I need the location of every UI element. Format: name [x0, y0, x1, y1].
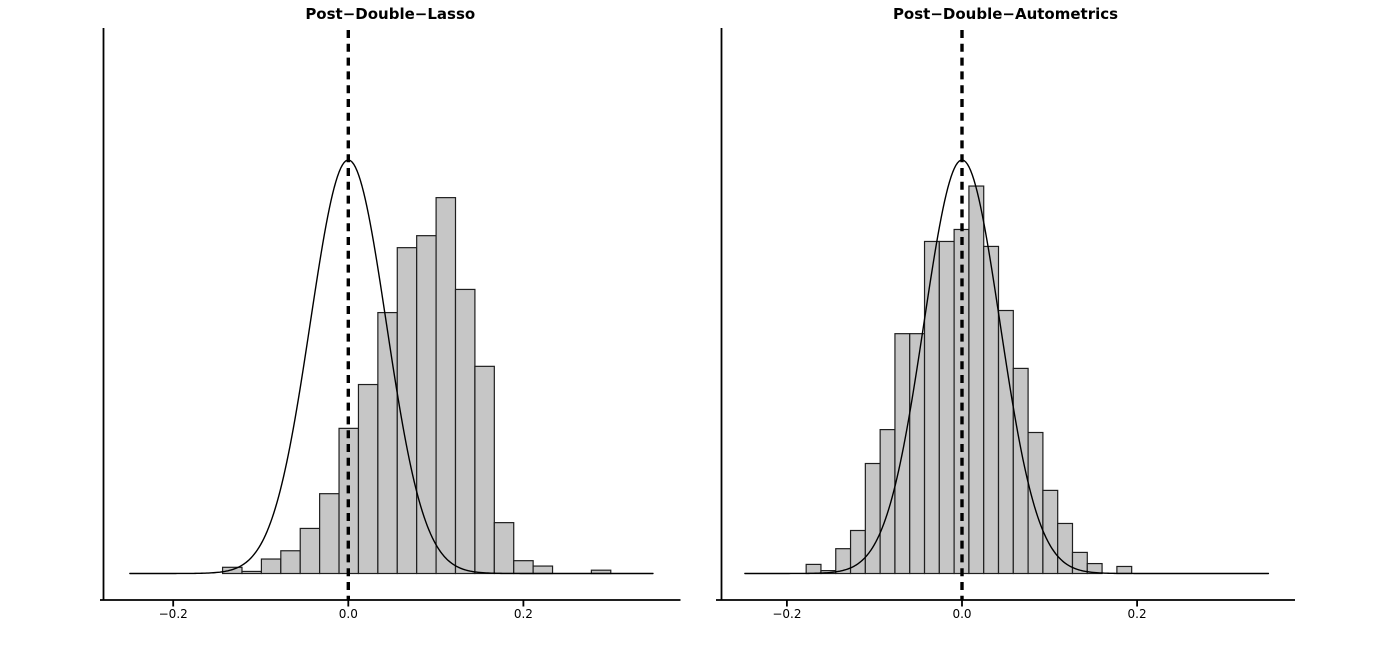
histogram-bar — [435, 197, 457, 575]
density-curve — [744, 159, 1270, 575]
x-tick-label: 0.2 — [1128, 607, 1147, 621]
histogram-bar — [260, 558, 282, 575]
histogram-bar — [532, 565, 554, 575]
x-tick-label: 0.0 — [339, 607, 358, 621]
histogram-bar — [938, 240, 955, 575]
x-tick-label: 0.2 — [514, 607, 533, 621]
histogram-bar — [805, 563, 822, 575]
histogram-panel-autometrics: −0.2 0.0 0.2 Post−Double−Autometrics — [716, 5, 1295, 621]
histogram-bar — [1116, 565, 1133, 575]
histogram-bar — [879, 429, 896, 575]
histogram-bar — [1027, 431, 1044, 575]
histogram-bar — [864, 462, 881, 575]
panel-title: Post−Double−Autometrics — [893, 5, 1118, 23]
histogram-bar — [377, 311, 398, 575]
histogram-bar — [474, 365, 495, 575]
histogram-bar — [241, 570, 263, 575]
histogram-bar — [493, 522, 515, 575]
histogram-bar — [221, 566, 243, 575]
histogram-bars — [805, 185, 1133, 575]
histogram-bar — [513, 560, 534, 575]
panel-title: Post−Double−Lasso — [305, 5, 475, 23]
histogram-bar — [997, 309, 1014, 575]
histogram-bar — [923, 240, 940, 575]
density-curve — [129, 159, 654, 575]
histogram-bar — [1042, 489, 1059, 575]
histogram-bars — [221, 197, 612, 575]
x-tick-label: 0.0 — [952, 607, 971, 621]
histogram-bar — [1057, 522, 1074, 575]
histogram-panel-lasso: −0.2 0.0 0.2 Post−Double−Lasso — [100, 5, 681, 621]
histogram-bar — [454, 288, 476, 575]
histogram-bar — [968, 185, 985, 575]
histogram-bar — [357, 383, 379, 575]
histogram-bar — [1086, 562, 1103, 575]
histogram-bar — [1071, 551, 1088, 575]
histogram-bar — [319, 493, 340, 575]
x-tick-label: −0.2 — [159, 607, 188, 621]
histogram-bar — [280, 550, 301, 575]
x-tick-label: −0.2 — [772, 607, 801, 621]
histogram-bar — [299, 527, 321, 575]
